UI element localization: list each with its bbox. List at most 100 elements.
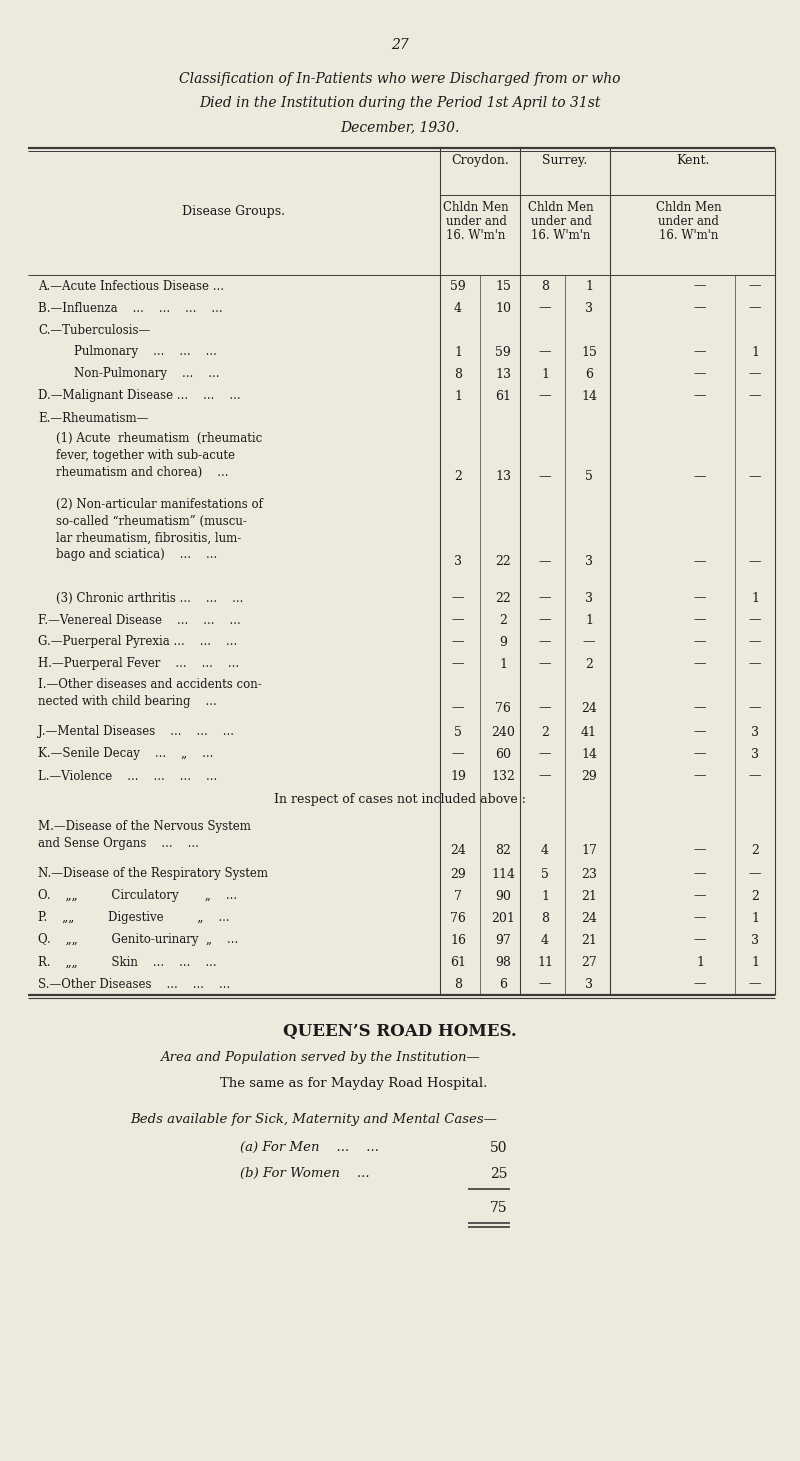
Text: 2: 2 xyxy=(541,726,549,738)
Text: —: — xyxy=(694,368,706,380)
Text: —: — xyxy=(749,279,762,292)
Text: 75: 75 xyxy=(490,1201,508,1216)
Text: —: — xyxy=(694,934,706,947)
Text: —: — xyxy=(749,555,762,568)
Text: 61: 61 xyxy=(495,390,511,402)
Text: under and: under and xyxy=(658,215,719,228)
Text: Surrey.: Surrey. xyxy=(542,153,588,167)
Text: P.    „„         Digestive         „    ...: P. „„ Digestive „ ... xyxy=(38,912,230,925)
Text: 76: 76 xyxy=(495,701,511,714)
Text: 21: 21 xyxy=(581,890,597,903)
Text: —: — xyxy=(538,657,551,671)
Text: 16: 16 xyxy=(450,934,466,947)
Text: Kent.: Kent. xyxy=(676,153,709,167)
Text: —: — xyxy=(694,636,706,649)
Text: 27: 27 xyxy=(391,38,409,53)
Text: E.—Rheumatism—: E.—Rheumatism— xyxy=(38,412,148,425)
Text: G.—Puerperal Pyrexia ...    ...    ...: G.—Puerperal Pyrexia ... ... ... xyxy=(38,636,238,649)
Text: —: — xyxy=(694,748,706,761)
Text: 16. W'm'n: 16. W'm'n xyxy=(531,229,590,243)
Text: 60: 60 xyxy=(495,748,511,761)
Text: —: — xyxy=(749,868,762,881)
Text: —: — xyxy=(538,977,551,991)
Text: Pulmonary    ...    ...    ...: Pulmonary ... ... ... xyxy=(74,345,217,358)
Text: 82: 82 xyxy=(495,843,511,856)
Text: Croydon.: Croydon. xyxy=(451,153,509,167)
Text: 1: 1 xyxy=(541,368,549,380)
Text: 5: 5 xyxy=(585,470,593,484)
Text: A.—Acute Infectious Disease ...: A.—Acute Infectious Disease ... xyxy=(38,279,224,292)
Text: —: — xyxy=(452,614,464,627)
Text: —: — xyxy=(749,636,762,649)
Text: 16. W'm'n: 16. W'm'n xyxy=(659,229,718,243)
Text: 2: 2 xyxy=(499,614,507,627)
Text: —: — xyxy=(694,390,706,402)
Text: —: — xyxy=(694,912,706,925)
Text: 132: 132 xyxy=(491,770,515,783)
Text: —: — xyxy=(694,555,706,568)
Text: 1: 1 xyxy=(751,345,759,358)
Text: —: — xyxy=(694,843,706,856)
Text: B.—Influenza    ...    ...    ...    ...: B.—Influenza ... ... ... ... xyxy=(38,301,222,314)
Text: 15: 15 xyxy=(495,279,511,292)
Text: 1: 1 xyxy=(499,657,507,671)
Text: —: — xyxy=(694,977,706,991)
Text: L.—Violence    ...    ...    ...    ...: L.—Violence ... ... ... ... xyxy=(38,770,218,783)
Text: —: — xyxy=(694,657,706,671)
Text: 22: 22 xyxy=(495,555,511,568)
Text: —: — xyxy=(749,977,762,991)
Text: 29: 29 xyxy=(581,770,597,783)
Text: 23: 23 xyxy=(581,868,597,881)
Text: 59: 59 xyxy=(450,279,466,292)
Text: —: — xyxy=(694,770,706,783)
Text: —: — xyxy=(694,726,706,738)
Text: 9: 9 xyxy=(499,636,507,649)
Text: (3) Chronic arthritis ...    ...    ...: (3) Chronic arthritis ... ... ... xyxy=(56,592,243,605)
Text: 1: 1 xyxy=(585,614,593,627)
Text: 8: 8 xyxy=(541,912,549,925)
Text: December, 1930.: December, 1930. xyxy=(340,120,460,134)
Text: (1) Acute  rheumatism  (rheumatic
fever, together with sub-acute
rheumatism and : (1) Acute rheumatism (rheumatic fever, t… xyxy=(56,432,262,479)
Text: Chldn Men: Chldn Men xyxy=(443,202,509,213)
Text: —: — xyxy=(452,748,464,761)
Text: 6: 6 xyxy=(585,368,593,380)
Text: 22: 22 xyxy=(495,592,511,605)
Text: Non-Pulmonary    ...    ...: Non-Pulmonary ... ... xyxy=(74,368,219,380)
Text: —: — xyxy=(694,470,706,484)
Text: —: — xyxy=(694,701,706,714)
Text: 1: 1 xyxy=(751,912,759,925)
Text: —: — xyxy=(694,279,706,292)
Text: —: — xyxy=(452,592,464,605)
Text: (b) For Women    ...: (b) For Women ... xyxy=(240,1167,370,1180)
Text: 14: 14 xyxy=(581,390,597,402)
Text: 21: 21 xyxy=(581,934,597,947)
Text: under and: under and xyxy=(530,215,591,228)
Text: 14: 14 xyxy=(581,748,597,761)
Text: Classification of In-Patients who were Discharged from or who: Classification of In-Patients who were D… xyxy=(179,72,621,86)
Text: 3: 3 xyxy=(585,555,593,568)
Text: —: — xyxy=(694,345,706,358)
Text: 8: 8 xyxy=(454,977,462,991)
Text: —: — xyxy=(452,701,464,714)
Text: Beds available for Sick, Maternity and Mental Cases—: Beds available for Sick, Maternity and M… xyxy=(130,1113,497,1126)
Text: —: — xyxy=(749,301,762,314)
Text: 17: 17 xyxy=(581,843,597,856)
Text: 1: 1 xyxy=(696,955,704,969)
Text: —: — xyxy=(538,636,551,649)
Text: Q.    „„         Genito-urinary  „    ...: Q. „„ Genito-urinary „ ... xyxy=(38,934,238,947)
Text: N.—Disease of the Respiratory System: N.—Disease of the Respiratory System xyxy=(38,868,268,881)
Text: 24: 24 xyxy=(581,912,597,925)
Text: —: — xyxy=(749,470,762,484)
Text: Chldn Men: Chldn Men xyxy=(656,202,722,213)
Text: —: — xyxy=(538,390,551,402)
Text: F.—Venereal Disease    ...    ...    ...: F.—Venereal Disease ... ... ... xyxy=(38,614,241,627)
Text: —: — xyxy=(694,592,706,605)
Text: 1: 1 xyxy=(541,890,549,903)
Text: 3: 3 xyxy=(585,301,593,314)
Text: C.—Tuberculosis—: C.—Tuberculosis— xyxy=(38,323,150,336)
Text: 4: 4 xyxy=(454,301,462,314)
Text: 3: 3 xyxy=(751,934,759,947)
Text: 27: 27 xyxy=(581,955,597,969)
Text: 1: 1 xyxy=(454,390,462,402)
Text: 41: 41 xyxy=(581,726,597,738)
